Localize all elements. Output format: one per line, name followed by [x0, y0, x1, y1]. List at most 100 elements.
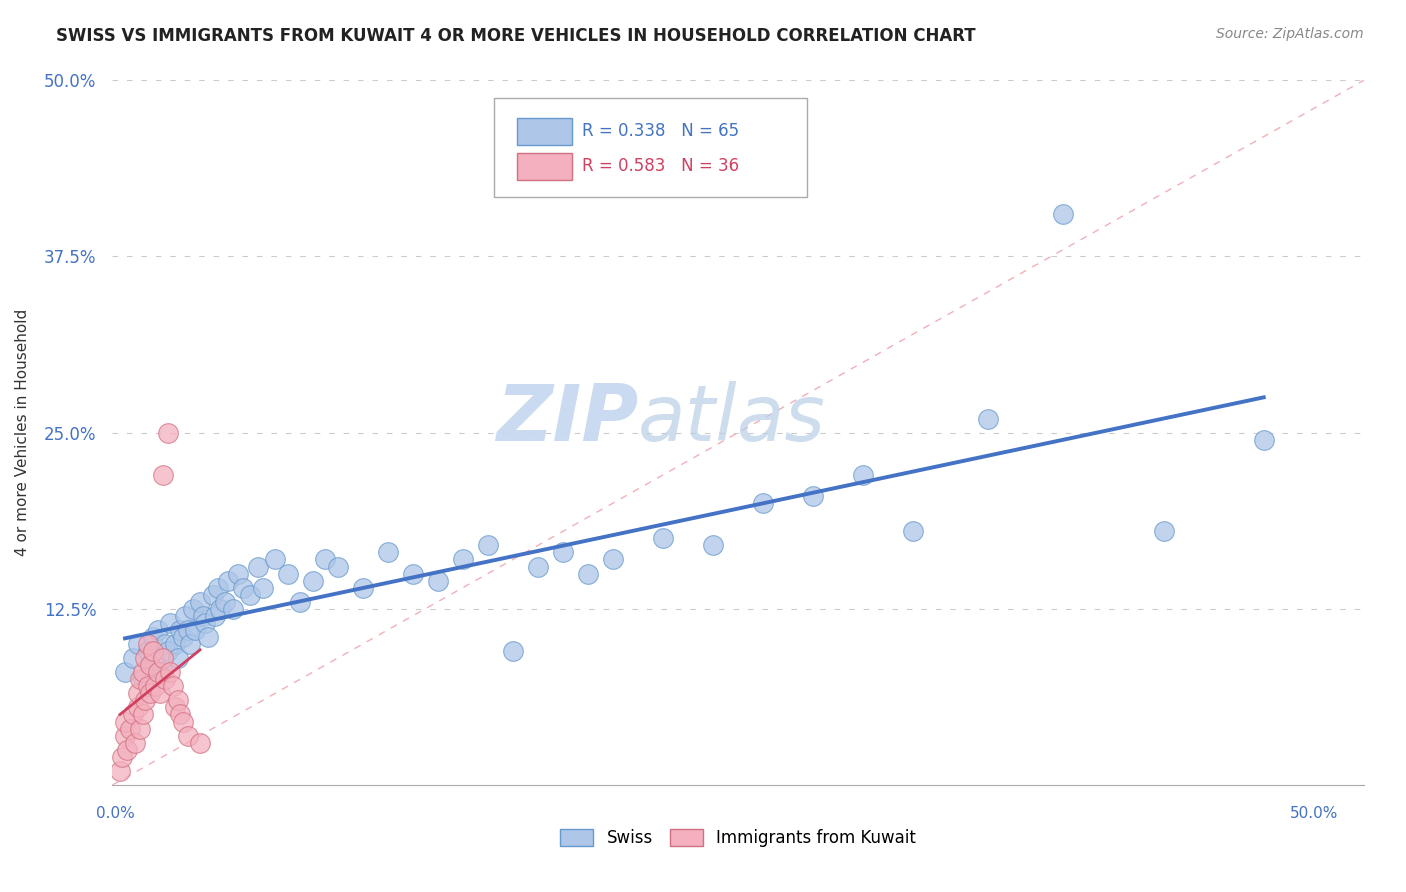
Point	[217, 574, 239, 588]
Point	[159, 665, 181, 680]
Point	[156, 644, 179, 658]
Point	[114, 665, 136, 680]
Point	[153, 673, 176, 687]
Point	[551, 545, 574, 559]
Point	[852, 467, 875, 482]
Point	[301, 574, 323, 588]
Point	[221, 601, 243, 615]
Point	[121, 707, 143, 722]
Point	[111, 749, 134, 764]
Point	[451, 552, 474, 566]
Point	[702, 538, 724, 552]
Point	[226, 566, 249, 581]
Point	[903, 524, 925, 539]
Point	[149, 686, 172, 700]
Text: SWISS VS IMMIGRANTS FROM KUWAIT 4 OR MORE VEHICLES IN HOUSEHOLD CORRELATION CHAR: SWISS VS IMMIGRANTS FROM KUWAIT 4 OR MOR…	[56, 27, 976, 45]
Point	[184, 623, 207, 637]
FancyBboxPatch shape	[516, 153, 572, 180]
Point	[801, 489, 824, 503]
Text: R = 0.338   N = 65: R = 0.338 N = 65	[582, 122, 740, 140]
Point	[108, 764, 131, 778]
Point	[134, 693, 156, 707]
Point	[114, 714, 136, 729]
Point	[1253, 433, 1275, 447]
Point	[131, 665, 153, 680]
Point	[181, 601, 204, 615]
Y-axis label: 4 or more Vehicles in Household: 4 or more Vehicles in Household	[15, 309, 30, 557]
Point	[141, 644, 163, 658]
Point	[118, 722, 141, 736]
Point	[136, 679, 159, 693]
Point	[652, 532, 675, 546]
Point	[1153, 524, 1175, 539]
Point	[169, 623, 191, 637]
Point	[176, 623, 198, 637]
Point	[129, 673, 152, 687]
Point	[136, 644, 159, 658]
Point	[1052, 207, 1074, 221]
Point	[977, 411, 1000, 425]
Point	[576, 566, 599, 581]
Point	[134, 651, 156, 665]
Point	[127, 700, 149, 714]
Point	[156, 425, 179, 440]
Point	[194, 615, 217, 630]
Point	[197, 630, 219, 644]
Point	[141, 630, 163, 644]
Legend: Swiss, Immigrants from Kuwait: Swiss, Immigrants from Kuwait	[554, 822, 922, 855]
Point	[502, 644, 524, 658]
Text: 0.0%: 0.0%	[96, 806, 135, 821]
Point	[191, 608, 214, 623]
Point	[166, 651, 188, 665]
Point	[201, 588, 224, 602]
Point	[124, 736, 146, 750]
Point	[172, 714, 194, 729]
Text: Source: ZipAtlas.com: Source: ZipAtlas.com	[1216, 27, 1364, 41]
Point	[143, 679, 166, 693]
Point	[121, 651, 143, 665]
Point	[127, 637, 149, 651]
Point	[117, 742, 139, 756]
Point	[204, 608, 226, 623]
Point	[152, 651, 174, 665]
Text: R = 0.583   N = 36: R = 0.583 N = 36	[582, 157, 740, 175]
Point	[146, 623, 169, 637]
Point	[214, 595, 236, 609]
Point	[232, 581, 254, 595]
Point	[139, 686, 162, 700]
Point	[114, 729, 136, 743]
Point	[127, 686, 149, 700]
Point	[139, 658, 162, 673]
Point	[146, 665, 169, 680]
Point	[163, 700, 186, 714]
Point	[152, 665, 174, 680]
Text: 50.0%: 50.0%	[1291, 806, 1339, 821]
Point	[179, 637, 201, 651]
Point	[602, 552, 624, 566]
Point	[153, 637, 176, 651]
Point	[131, 707, 153, 722]
Point	[159, 615, 181, 630]
FancyBboxPatch shape	[516, 118, 572, 145]
Point	[166, 693, 188, 707]
Point	[326, 559, 349, 574]
Point	[188, 736, 211, 750]
Point	[252, 581, 274, 595]
Point	[314, 552, 336, 566]
Point	[136, 637, 159, 651]
Point	[152, 467, 174, 482]
Point	[169, 707, 191, 722]
Point	[402, 566, 425, 581]
Point	[239, 588, 262, 602]
Point	[527, 559, 550, 574]
Point	[246, 559, 269, 574]
Point	[176, 729, 198, 743]
Point	[477, 538, 499, 552]
Point	[377, 545, 399, 559]
Point	[290, 595, 312, 609]
Point	[163, 637, 186, 651]
Point	[209, 601, 232, 615]
Point	[264, 552, 287, 566]
Point	[752, 496, 775, 510]
Point	[352, 581, 374, 595]
